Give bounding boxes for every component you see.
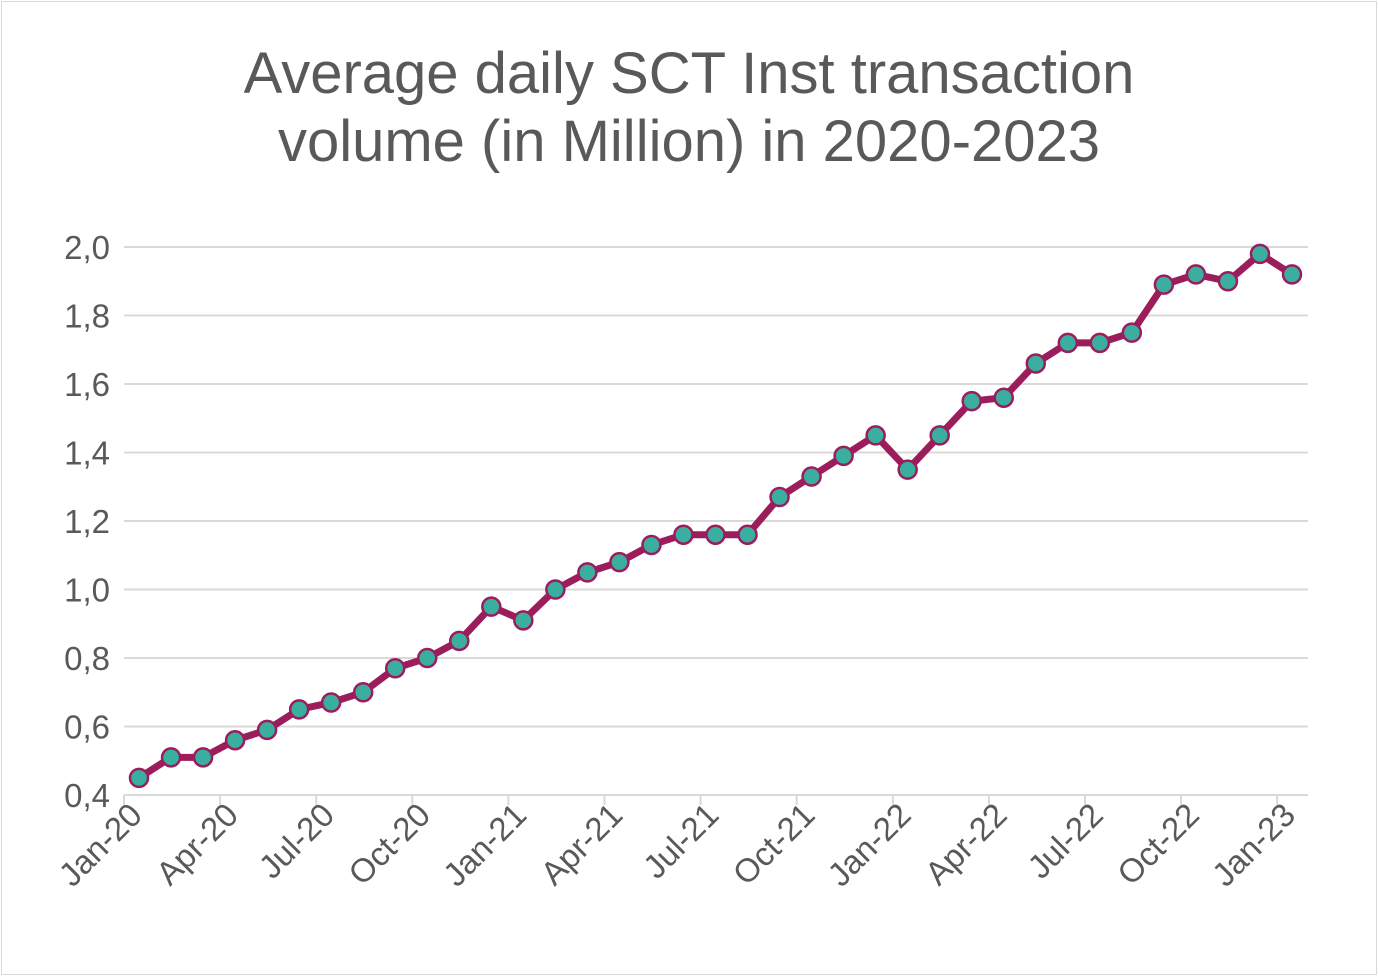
chart-title-line-2: volume (in Million) in 2020-2023	[277, 109, 1101, 174]
data-point	[1249, 243, 1271, 265]
data-point	[673, 524, 694, 545]
data-point	[1153, 274, 1175, 295]
x-tick-label: Jul-22	[1020, 796, 1110, 886]
data-point	[1281, 264, 1303, 285]
data-point	[128, 767, 150, 789]
data-point	[1089, 332, 1111, 354]
x-tick-label: Jan-23	[1205, 796, 1303, 894]
x-tick-label: Jul-20	[251, 796, 341, 886]
data-point	[993, 387, 1014, 408]
data-point	[801, 466, 822, 487]
x-tick-label: Oct-21	[725, 796, 821, 892]
x-tick-label: Apr-21	[533, 796, 629, 892]
x-tick-label: Oct-22	[1110, 796, 1206, 892]
data-point	[1057, 332, 1079, 354]
data-point	[160, 747, 182, 768]
data-point	[929, 425, 950, 446]
data-point	[769, 486, 790, 508]
y-tick-label: 1,2	[64, 503, 110, 540]
x-tick-label: Oct-20	[341, 796, 437, 892]
data-point	[192, 747, 214, 768]
data-point	[577, 562, 598, 583]
y-tick-label: 1,6	[64, 366, 110, 403]
y-tick-label: 1,0	[64, 572, 110, 609]
data-point	[513, 610, 534, 631]
data-point	[384, 658, 406, 679]
x-tick-label: Jan-21	[436, 796, 534, 894]
data-point	[224, 729, 246, 751]
data-point	[609, 551, 630, 573]
data-point	[481, 596, 502, 617]
data-point	[256, 719, 278, 741]
data-point	[865, 425, 886, 446]
data-point	[737, 524, 758, 545]
data-point	[705, 524, 726, 545]
data-point	[897, 459, 918, 480]
data-point	[961, 390, 982, 412]
data-point	[1185, 264, 1207, 285]
chart-title-line-1: Average daily SCT Inst transaction	[243, 41, 1135, 106]
data-point	[288, 699, 310, 720]
data-point	[545, 579, 566, 600]
y-tick-label: 0,6	[64, 709, 110, 746]
x-tick-label: Jul-21	[636, 796, 726, 886]
data-point	[641, 534, 662, 556]
data-point	[1217, 271, 1239, 292]
data-point	[320, 692, 342, 713]
x-tick-label: Apr-22	[918, 796, 1014, 892]
data-point	[352, 682, 374, 703]
data-point	[449, 630, 470, 652]
chart-title: Average daily SCT Inst transaction volum…	[0, 40, 1378, 176]
x-tick-label: Jan-22	[820, 796, 918, 894]
y-tick-label: 1,8	[64, 298, 110, 335]
y-tick-label: 1,4	[64, 435, 110, 472]
y-tick-label: 2,0	[64, 229, 110, 266]
data-point	[417, 647, 438, 669]
data-point	[833, 445, 854, 467]
y-tick-label: 0,4	[64, 777, 110, 814]
y-tick-label: 0,8	[64, 640, 110, 677]
x-tick-label: Apr-20	[149, 796, 245, 892]
data-point	[1025, 353, 1047, 374]
series-line	[137, 250, 1294, 781]
data-point	[1121, 322, 1143, 343]
